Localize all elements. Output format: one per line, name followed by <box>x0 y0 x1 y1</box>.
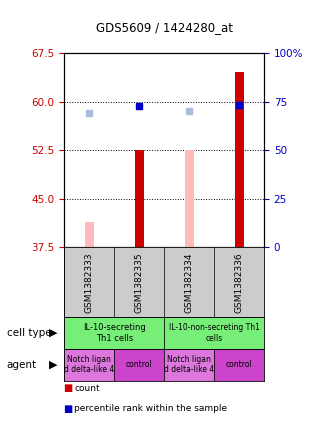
Bar <box>64 349 114 381</box>
Bar <box>214 349 264 381</box>
Text: GSM1382333: GSM1382333 <box>85 252 94 313</box>
Text: agent: agent <box>7 360 37 370</box>
Text: IL-10-non-secreting Th1
cells: IL-10-non-secreting Th1 cells <box>169 324 259 343</box>
Text: GSM1382334: GSM1382334 <box>184 252 194 313</box>
Text: IL-10-secreting
Th1 cells: IL-10-secreting Th1 cells <box>83 324 146 343</box>
Text: ▶: ▶ <box>49 328 57 338</box>
Bar <box>164 317 264 349</box>
Bar <box>135 150 144 247</box>
Bar <box>235 72 244 247</box>
Text: cell type: cell type <box>7 328 51 338</box>
Text: ■: ■ <box>63 404 72 414</box>
Text: GDS5609 / 1424280_at: GDS5609 / 1424280_at <box>96 21 234 34</box>
Text: percentile rank within the sample: percentile rank within the sample <box>74 404 227 413</box>
Bar <box>85 222 94 247</box>
Bar <box>164 349 214 381</box>
Text: control: control <box>126 360 152 369</box>
Text: ■: ■ <box>63 383 72 393</box>
Bar <box>114 349 164 381</box>
Bar <box>64 317 164 349</box>
Text: count: count <box>74 384 100 393</box>
Text: Notch ligan
d delta-like 4: Notch ligan d delta-like 4 <box>64 355 115 374</box>
Text: GSM1382336: GSM1382336 <box>235 252 244 313</box>
Text: Notch ligan
d delta-like 4: Notch ligan d delta-like 4 <box>164 355 214 374</box>
Text: control: control <box>226 360 252 369</box>
Text: ▶: ▶ <box>49 360 57 370</box>
Text: GSM1382335: GSM1382335 <box>135 252 144 313</box>
Bar <box>185 150 194 247</box>
